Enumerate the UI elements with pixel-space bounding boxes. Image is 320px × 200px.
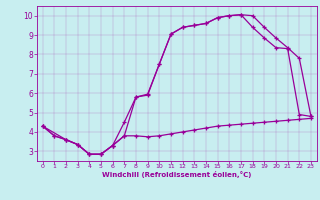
X-axis label: Windchill (Refroidissement éolien,°C): Windchill (Refroidissement éolien,°C) bbox=[102, 171, 252, 178]
